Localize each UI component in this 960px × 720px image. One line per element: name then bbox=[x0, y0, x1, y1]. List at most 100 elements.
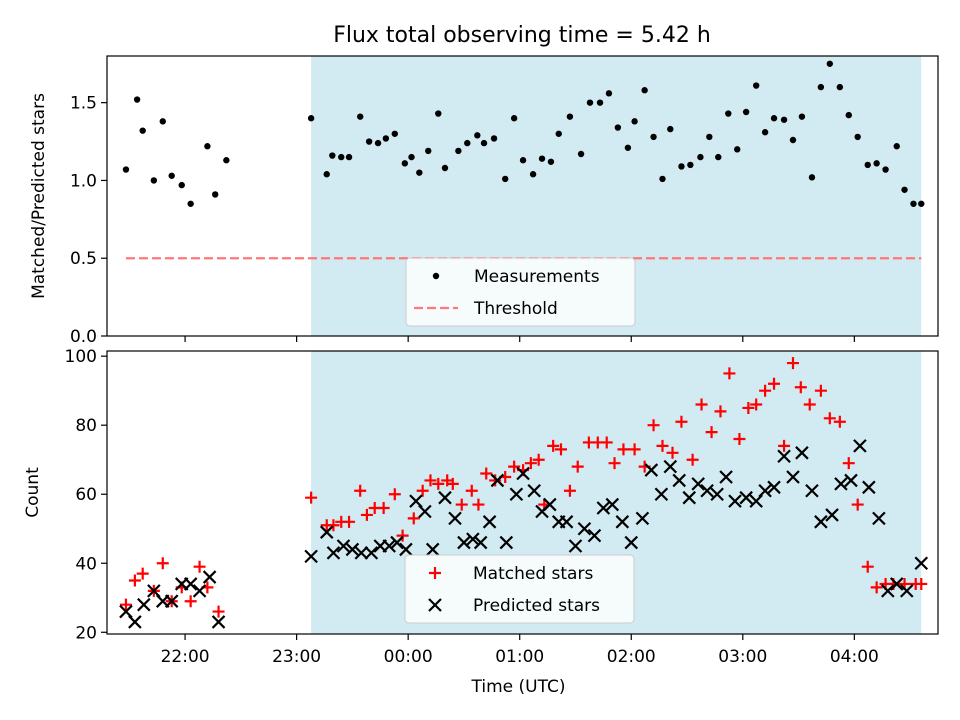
measurement-point bbox=[159, 118, 166, 125]
axes-frame bbox=[106, 350, 939, 635]
matched-star-marker bbox=[156, 557, 169, 570]
predicted-star-marker bbox=[795, 446, 809, 460]
y-tick-label: 60 bbox=[75, 485, 97, 505]
x-tick-label: 23:00 bbox=[272, 647, 321, 667]
measurement-point bbox=[808, 174, 816, 181]
predicted-star-marker bbox=[473, 535, 488, 550]
legend-label: Threshold bbox=[473, 299, 558, 319]
measurement-point bbox=[631, 118, 638, 125]
predicted-star-marker bbox=[682, 490, 697, 505]
matched-star-marker bbox=[759, 384, 772, 397]
measurement-point bbox=[910, 200, 917, 207]
measurement-point bbox=[178, 181, 185, 189]
measurement-point bbox=[826, 60, 834, 67]
y-tick-label: 1.5 bbox=[70, 94, 97, 114]
matched-star-marker bbox=[695, 398, 708, 411]
predicted-star-marker bbox=[192, 584, 207, 598]
measurement-point bbox=[365, 138, 373, 145]
matched-star-marker bbox=[432, 477, 445, 490]
measurement-point bbox=[133, 96, 141, 103]
matched-star-marker bbox=[305, 491, 318, 504]
predicted-star-marker bbox=[364, 546, 379, 560]
matched-star-marker bbox=[686, 453, 699, 466]
measurement-point bbox=[382, 135, 390, 142]
predicted-star-marker bbox=[543, 497, 557, 512]
predicted-star-marker bbox=[559, 515, 574, 529]
x-tick-label: 02:00 bbox=[607, 647, 656, 667]
measurement-point bbox=[624, 144, 632, 151]
y-tick-label: 0.0 bbox=[70, 327, 97, 347]
measurement-point bbox=[139, 127, 146, 134]
measurement-point bbox=[798, 113, 806, 120]
predicted-star-marker bbox=[881, 584, 895, 598]
measurement-point bbox=[817, 83, 825, 91]
predicted-star-marker bbox=[202, 570, 217, 584]
measurement-point bbox=[416, 169, 423, 176]
matched-star-marker bbox=[750, 398, 763, 411]
measurement-point bbox=[455, 147, 462, 155]
matched-star-marker bbox=[424, 474, 437, 487]
predicted-star-marker bbox=[499, 535, 514, 550]
matched-star-marker bbox=[768, 377, 781, 390]
measurement-point bbox=[678, 163, 685, 170]
measurement-point bbox=[667, 125, 674, 133]
chart-title: Flux total observing time = 5.42 h bbox=[333, 23, 711, 48]
predicted-star-marker bbox=[663, 459, 678, 474]
measurement-point bbox=[734, 146, 741, 153]
measurement-point bbox=[659, 175, 666, 183]
y-tick-label: 20 bbox=[75, 623, 97, 643]
matched-star-marker bbox=[915, 577, 928, 590]
predicted-star-marker bbox=[326, 546, 341, 560]
matched-star-marker bbox=[617, 443, 630, 456]
x-tick-label: 04:00 bbox=[830, 647, 879, 667]
y-tick-label: 40 bbox=[75, 554, 97, 574]
measurement-point bbox=[770, 115, 778, 122]
measurement-point bbox=[425, 147, 432, 155]
measurement-point bbox=[357, 113, 364, 120]
matched-star-marker bbox=[480, 467, 493, 480]
predicted-star-marker bbox=[336, 539, 351, 553]
measurement-point bbox=[345, 153, 353, 161]
legend-predicted-marker bbox=[428, 598, 442, 612]
measurement-point bbox=[211, 191, 219, 198]
measurement-point bbox=[650, 133, 657, 141]
predicted-star-marker bbox=[844, 473, 858, 488]
measurement-point bbox=[408, 153, 415, 161]
matched-star-marker bbox=[647, 419, 660, 432]
predicted-star-marker bbox=[516, 466, 530, 481]
y-tick-label: 80 bbox=[75, 416, 97, 436]
matched-star-marker bbox=[354, 484, 367, 497]
matched-star-marker bbox=[851, 498, 864, 511]
measurement-point bbox=[725, 110, 732, 117]
predicted-star-marker bbox=[758, 483, 772, 498]
measurement-point bbox=[374, 139, 382, 147]
y-axis-label: Matched/Predicted stars bbox=[29, 93, 49, 299]
matched-star-marker bbox=[714, 405, 727, 418]
measurement-point bbox=[715, 153, 722, 161]
matched-star-marker bbox=[508, 460, 521, 473]
predicted-star-marker bbox=[872, 511, 886, 526]
matched-star-marker bbox=[128, 574, 141, 587]
predicted-star-marker bbox=[786, 470, 800, 484]
predicted-star-marker bbox=[490, 473, 505, 488]
measurement-point bbox=[706, 133, 713, 141]
predicted-star-marker bbox=[853, 439, 867, 453]
matched-star-marker bbox=[327, 519, 340, 532]
matched-star-marker bbox=[472, 498, 485, 511]
x-tick-label: 22:00 bbox=[161, 647, 210, 667]
matched-star-marker bbox=[547, 439, 560, 452]
predicted-star-marker bbox=[345, 542, 360, 557]
measurement-point bbox=[854, 133, 861, 141]
predicted-star-marker bbox=[672, 473, 686, 488]
measurement-point bbox=[338, 153, 345, 161]
measurement-point bbox=[901, 186, 908, 193]
matched-star-marker bbox=[465, 484, 478, 497]
matched-star-marker bbox=[600, 436, 613, 449]
matched-star-marker bbox=[814, 384, 827, 397]
legend-box bbox=[404, 554, 635, 624]
measurement-point bbox=[204, 143, 211, 150]
predicted-star-marker bbox=[719, 470, 733, 484]
predicted-star-marker bbox=[382, 539, 396, 553]
matched-star-marker bbox=[455, 498, 468, 511]
predicted-star-marker bbox=[509, 487, 524, 502]
